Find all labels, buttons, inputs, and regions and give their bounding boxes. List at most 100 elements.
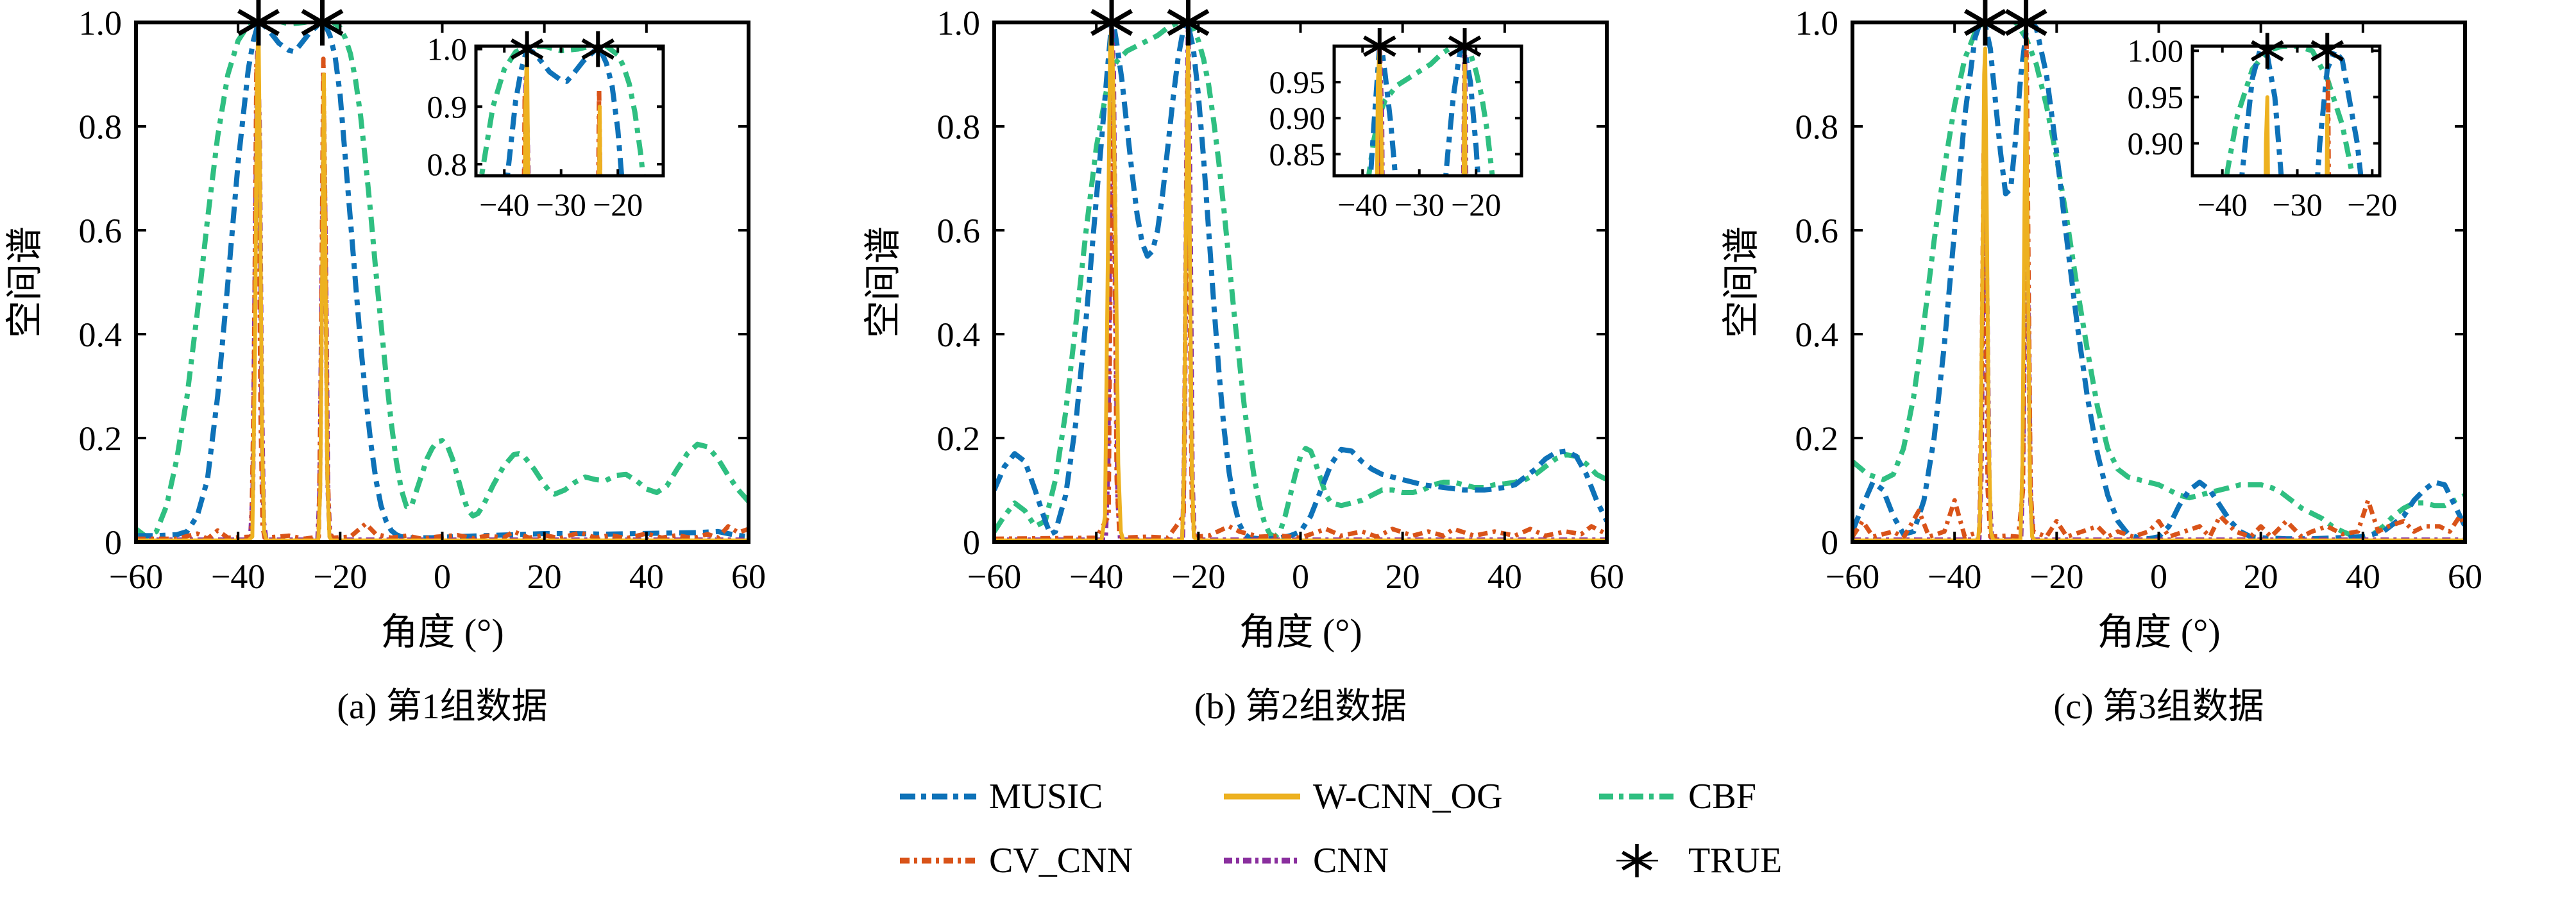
y-tick-label: 1.0 — [937, 4, 981, 42]
series-W-CNN_OG — [994, 22, 1607, 542]
y-tick-label: 0.2 — [1795, 419, 1839, 458]
legend-label-TRUE: TRUE — [1688, 841, 1783, 881]
x-tick-label: 40 — [1487, 557, 1522, 596]
y-tick-label: 0 — [105, 523, 122, 562]
inset-true-marker-icon — [1448, 28, 1482, 64]
true-marker-icon — [1963, 0, 2006, 46]
x-axis-label: 角度 (°) — [2097, 611, 2220, 653]
inset-x-tick-label: −40 — [1337, 187, 1387, 223]
y-tick-label: 0.8 — [937, 108, 981, 146]
panel-caption: (c) 第3组数据 — [2053, 687, 2264, 727]
legend-label-W-CNN_OG: W-CNN_OG — [1313, 777, 1503, 816]
y-tick-label: 0.6 — [937, 212, 981, 250]
legend-item-MUSIC: MUSIC — [895, 774, 1219, 819]
x-tick-label: 0 — [2150, 557, 2167, 596]
legend-swatch-W-CNN_OG — [1224, 793, 1300, 800]
x-tick-label: −40 — [1928, 557, 1981, 596]
series-MUSIC — [994, 22, 1607, 542]
inset-y-tick-label: 0.95 — [1269, 64, 1326, 100]
inset-y-tick-label: 0.95 — [2128, 79, 2184, 115]
x-tick-label: −20 — [1171, 557, 1225, 596]
inset-x-tick-label: −30 — [1394, 187, 1445, 223]
inset-y-tick-label: 1.00 — [2128, 33, 2184, 69]
true-marker-icon — [237, 0, 280, 46]
inset-x-tick-label: −20 — [2347, 187, 2397, 223]
panel-caption: (b) 第2组数据 — [1194, 687, 1407, 727]
x-tick-label: 20 — [1385, 557, 1420, 596]
panel-caption: (a) 第1组数据 — [337, 687, 547, 727]
legend-swatch-MUSIC — [900, 793, 976, 800]
inset-true-marker-icon — [2251, 33, 2284, 69]
inset-y-tick-label: 0.8 — [427, 146, 468, 182]
y-tick-label: 1.0 — [79, 4, 123, 42]
legend-item-TRUE: TRUE — [1594, 838, 1870, 883]
inset-true-marker-icon — [1363, 28, 1396, 64]
main-plot: −60 −40 −20 0 20 40 60 0 0.2 0.4 0.6 0.8 1.0 角度 (°) 空间… — [4, 0, 766, 727]
legend-swatch-CNN — [1224, 857, 1300, 864]
y-tick-label: 0.2 — [937, 419, 981, 458]
charts-row: −60 −40 −20 0 20 40 60 0 0.2 0.4 0.6 0.8 1.0 角度 (°) 空间… — [4, 0, 2482, 727]
inset-plot: −40 −30 −20 1.0 0.9 0.8 — [427, 31, 665, 223]
x-tick-label: 20 — [2244, 557, 2278, 596]
inset-y-tick-label: 0.85 — [1269, 136, 1326, 172]
y-tick-label: 0.4 — [1795, 316, 1839, 354]
inset-y-tick-label: 0.90 — [1269, 100, 1326, 136]
inset-x-tick-label: −20 — [1451, 187, 1501, 223]
y-tick-label: 0.6 — [79, 212, 123, 250]
inset-x-tick-label: −20 — [593, 187, 643, 223]
inset-y-tick-label: 0.9 — [427, 89, 468, 124]
inset-x-tick-label: −30 — [2272, 187, 2322, 223]
x-tick-label: −20 — [2029, 557, 2083, 596]
legend-item-W-CNN_OG: W-CNN_OG — [1219, 774, 1594, 819]
axes-box — [2190, 44, 2382, 178]
y-tick-label: 0 — [1821, 523, 1838, 562]
chart-panel-a: −60 −40 −20 0 20 40 60 0 0.2 0.4 0.6 0.8 1.0 角度 (°) 空间… — [4, 0, 766, 727]
x-tick-label: 0 — [434, 557, 451, 596]
inset-x-tick-label: −40 — [2198, 187, 2248, 223]
inset-true-marker-icon — [510, 31, 544, 67]
x-tick-label: −60 — [1826, 557, 1879, 596]
x-tick-label: 40 — [2346, 557, 2380, 596]
x-tick-label: 40 — [629, 557, 664, 596]
legend: MUSIC W-CNN_OG CBF CV_CNN CNN TRUE — [895, 764, 1870, 893]
y-tick-label: 0.8 — [1795, 108, 1839, 146]
true-legend-marker-icon — [1622, 844, 1652, 877]
axes-box — [1332, 44, 1523, 178]
series-CBF — [136, 22, 749, 539]
y-axis-label: 空间谱 — [4, 226, 46, 338]
y-tick-label: 0.8 — [79, 108, 123, 146]
x-tick-label: −40 — [1069, 557, 1123, 596]
inset-plot: −40 −30 −20 1.00 0.95 0.90 — [2128, 33, 2397, 223]
inset-series-CBF — [2224, 46, 2355, 176]
true-marker-icon — [301, 0, 344, 46]
legend-label-CNN: CNN — [1313, 841, 1389, 881]
series-MUSIC — [136, 22, 749, 541]
y-axis-label: 空间谱 — [862, 226, 904, 338]
x-tick-label: 20 — [527, 557, 562, 596]
inset-true-marker-icon — [2310, 33, 2344, 69]
main-plot: −60 −40 −20 0 20 40 60 0 0.2 0.4 0.6 0.8 1.0 角度 (°) 空间… — [862, 0, 1624, 727]
inset-x-tick-label: −40 — [479, 187, 529, 223]
x-tick-label: −40 — [211, 557, 265, 596]
legend-label-CBF: CBF — [1688, 777, 1756, 816]
inset-plot: −40 −30 −20 0.950.900.85 — [1269, 28, 1523, 223]
x-tick-label: −60 — [109, 557, 163, 596]
x-tick-label: 60 — [731, 557, 766, 596]
true-marker-icon — [1167, 0, 1210, 46]
y-tick-label: 0.2 — [79, 419, 123, 458]
y-tick-label: 1.0 — [1795, 4, 1839, 42]
true-marker-icon — [1090, 0, 1133, 46]
x-tick-label: 60 — [2448, 557, 2482, 596]
legend-item-CNN: CNN — [1219, 838, 1594, 883]
chart-panel-c: −60 −40 −20 0 20 40 60 0 0.2 0.4 0.6 0.8 1.0 角度 (°) 空间… — [1720, 0, 2482, 727]
y-axis-label: 空间谱 — [1720, 226, 1762, 338]
legend-swatch-CBF — [1599, 793, 1675, 800]
x-tick-label: −60 — [967, 557, 1021, 596]
inset-true-marker-icon — [581, 31, 614, 67]
inset-series-CBF — [1366, 46, 1495, 176]
legend-swatch-CV_CNN — [900, 857, 976, 864]
x-tick-label: 0 — [1292, 557, 1309, 596]
y-tick-label: 0.4 — [79, 316, 123, 354]
true-marker-icon — [2004, 0, 2047, 46]
